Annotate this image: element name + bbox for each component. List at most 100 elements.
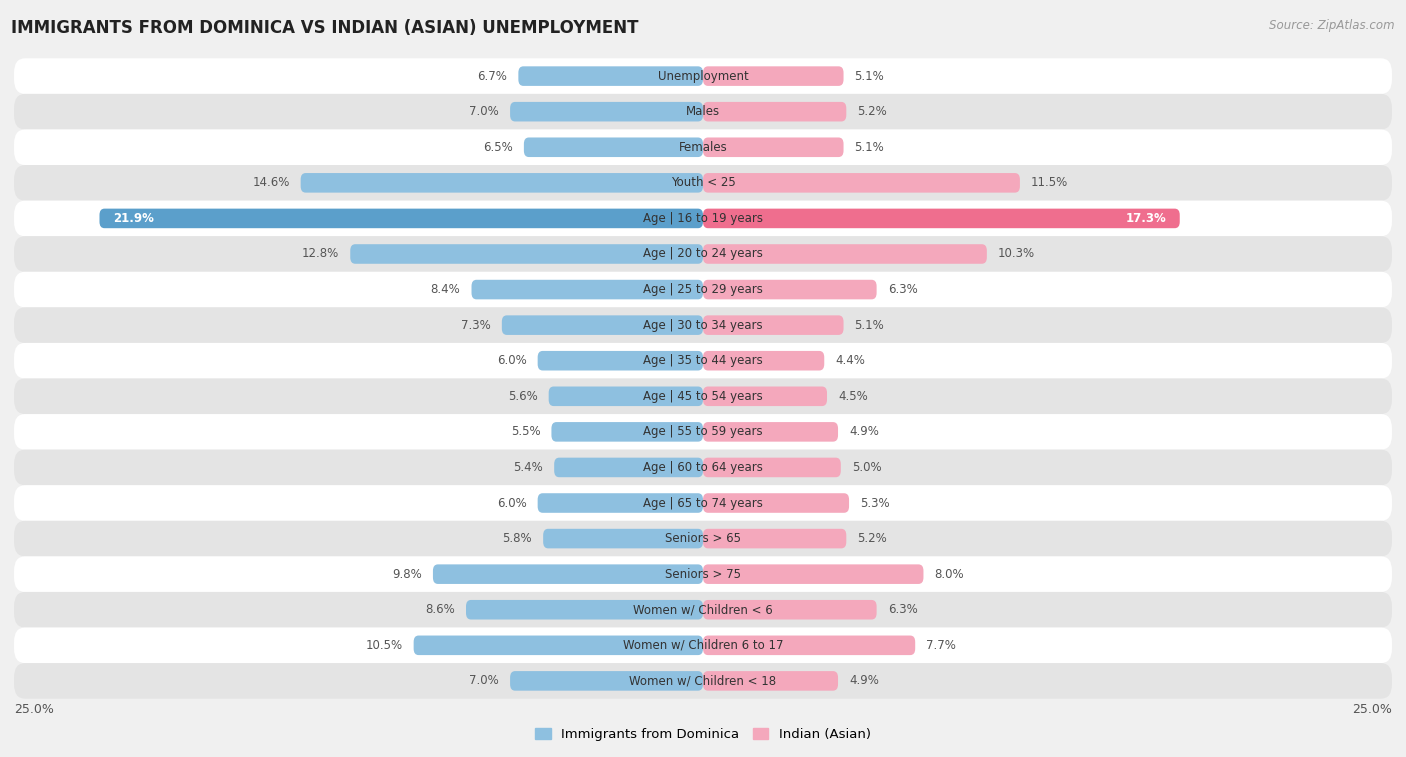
Text: Age | 35 to 44 years: Age | 35 to 44 years bbox=[643, 354, 763, 367]
FancyBboxPatch shape bbox=[703, 102, 846, 121]
Text: Males: Males bbox=[686, 105, 720, 118]
Text: 4.5%: 4.5% bbox=[838, 390, 868, 403]
Text: 10.5%: 10.5% bbox=[366, 639, 402, 652]
Text: 6.7%: 6.7% bbox=[478, 70, 508, 83]
FancyBboxPatch shape bbox=[14, 485, 1392, 521]
Text: 6.0%: 6.0% bbox=[496, 497, 527, 509]
FancyBboxPatch shape bbox=[301, 173, 703, 192]
Text: 8.0%: 8.0% bbox=[935, 568, 965, 581]
Text: 25.0%: 25.0% bbox=[14, 703, 53, 716]
FancyBboxPatch shape bbox=[14, 414, 1392, 450]
FancyBboxPatch shape bbox=[14, 450, 1392, 485]
FancyBboxPatch shape bbox=[703, 316, 844, 335]
FancyBboxPatch shape bbox=[14, 556, 1392, 592]
FancyBboxPatch shape bbox=[14, 343, 1392, 378]
Text: 8.4%: 8.4% bbox=[430, 283, 461, 296]
Text: 10.3%: 10.3% bbox=[998, 248, 1035, 260]
Text: 5.2%: 5.2% bbox=[858, 105, 887, 118]
Text: 8.6%: 8.6% bbox=[425, 603, 456, 616]
Text: Age | 16 to 19 years: Age | 16 to 19 years bbox=[643, 212, 763, 225]
Text: 14.6%: 14.6% bbox=[252, 176, 290, 189]
FancyBboxPatch shape bbox=[703, 636, 915, 655]
Text: 7.3%: 7.3% bbox=[461, 319, 491, 332]
FancyBboxPatch shape bbox=[703, 422, 838, 441]
Text: 4.4%: 4.4% bbox=[835, 354, 865, 367]
Text: Females: Females bbox=[679, 141, 727, 154]
FancyBboxPatch shape bbox=[703, 387, 827, 406]
FancyBboxPatch shape bbox=[14, 94, 1392, 129]
FancyBboxPatch shape bbox=[703, 67, 844, 86]
Text: 5.1%: 5.1% bbox=[855, 319, 884, 332]
FancyBboxPatch shape bbox=[14, 307, 1392, 343]
Text: Women w/ Children < 6: Women w/ Children < 6 bbox=[633, 603, 773, 616]
Text: 7.7%: 7.7% bbox=[927, 639, 956, 652]
Text: 4.9%: 4.9% bbox=[849, 425, 879, 438]
FancyBboxPatch shape bbox=[703, 671, 838, 690]
FancyBboxPatch shape bbox=[551, 422, 703, 441]
Text: Source: ZipAtlas.com: Source: ZipAtlas.com bbox=[1270, 19, 1395, 32]
Text: Age | 25 to 29 years: Age | 25 to 29 years bbox=[643, 283, 763, 296]
Text: 11.5%: 11.5% bbox=[1031, 176, 1069, 189]
Text: 12.8%: 12.8% bbox=[302, 248, 339, 260]
Legend: Immigrants from Dominica, Indian (Asian): Immigrants from Dominica, Indian (Asian) bbox=[530, 723, 876, 746]
Text: Unemployment: Unemployment bbox=[658, 70, 748, 83]
Text: 7.0%: 7.0% bbox=[470, 105, 499, 118]
Text: 6.5%: 6.5% bbox=[484, 141, 513, 154]
FancyBboxPatch shape bbox=[554, 458, 703, 477]
FancyBboxPatch shape bbox=[548, 387, 703, 406]
FancyBboxPatch shape bbox=[14, 378, 1392, 414]
FancyBboxPatch shape bbox=[543, 529, 703, 548]
FancyBboxPatch shape bbox=[703, 458, 841, 477]
Text: Age | 65 to 74 years: Age | 65 to 74 years bbox=[643, 497, 763, 509]
FancyBboxPatch shape bbox=[14, 165, 1392, 201]
Text: 5.2%: 5.2% bbox=[858, 532, 887, 545]
FancyBboxPatch shape bbox=[14, 521, 1392, 556]
FancyBboxPatch shape bbox=[14, 272, 1392, 307]
FancyBboxPatch shape bbox=[519, 67, 703, 86]
Text: Age | 60 to 64 years: Age | 60 to 64 years bbox=[643, 461, 763, 474]
FancyBboxPatch shape bbox=[537, 494, 703, 512]
FancyBboxPatch shape bbox=[703, 565, 924, 584]
Text: Youth < 25: Youth < 25 bbox=[671, 176, 735, 189]
Text: 25.0%: 25.0% bbox=[1353, 703, 1392, 716]
FancyBboxPatch shape bbox=[471, 280, 703, 299]
Text: 4.9%: 4.9% bbox=[849, 674, 879, 687]
FancyBboxPatch shape bbox=[703, 138, 844, 157]
Text: 6.0%: 6.0% bbox=[496, 354, 527, 367]
FancyBboxPatch shape bbox=[703, 600, 876, 619]
Text: 7.0%: 7.0% bbox=[470, 674, 499, 687]
Text: Age | 20 to 24 years: Age | 20 to 24 years bbox=[643, 248, 763, 260]
Text: 5.4%: 5.4% bbox=[513, 461, 543, 474]
FancyBboxPatch shape bbox=[14, 58, 1392, 94]
Text: 5.1%: 5.1% bbox=[855, 70, 884, 83]
Text: Women w/ Children 6 to 17: Women w/ Children 6 to 17 bbox=[623, 639, 783, 652]
Text: Age | 30 to 34 years: Age | 30 to 34 years bbox=[643, 319, 763, 332]
Text: 6.3%: 6.3% bbox=[887, 603, 917, 616]
Text: 5.3%: 5.3% bbox=[860, 497, 890, 509]
FancyBboxPatch shape bbox=[703, 245, 987, 263]
FancyBboxPatch shape bbox=[413, 636, 703, 655]
FancyBboxPatch shape bbox=[703, 351, 824, 370]
FancyBboxPatch shape bbox=[433, 565, 703, 584]
Text: 5.1%: 5.1% bbox=[855, 141, 884, 154]
FancyBboxPatch shape bbox=[14, 592, 1392, 628]
Text: 5.8%: 5.8% bbox=[502, 532, 531, 545]
FancyBboxPatch shape bbox=[524, 138, 703, 157]
Text: Age | 55 to 59 years: Age | 55 to 59 years bbox=[643, 425, 763, 438]
FancyBboxPatch shape bbox=[703, 494, 849, 512]
Text: Seniors > 75: Seniors > 75 bbox=[665, 568, 741, 581]
Text: Seniors > 65: Seniors > 65 bbox=[665, 532, 741, 545]
FancyBboxPatch shape bbox=[14, 129, 1392, 165]
FancyBboxPatch shape bbox=[465, 600, 703, 619]
FancyBboxPatch shape bbox=[537, 351, 703, 370]
Text: 5.6%: 5.6% bbox=[508, 390, 537, 403]
Text: 5.0%: 5.0% bbox=[852, 461, 882, 474]
FancyBboxPatch shape bbox=[510, 671, 703, 690]
Text: 5.5%: 5.5% bbox=[510, 425, 540, 438]
FancyBboxPatch shape bbox=[510, 102, 703, 121]
FancyBboxPatch shape bbox=[14, 236, 1392, 272]
Text: 6.3%: 6.3% bbox=[887, 283, 917, 296]
FancyBboxPatch shape bbox=[100, 209, 703, 228]
FancyBboxPatch shape bbox=[703, 209, 1180, 228]
Text: 17.3%: 17.3% bbox=[1125, 212, 1166, 225]
